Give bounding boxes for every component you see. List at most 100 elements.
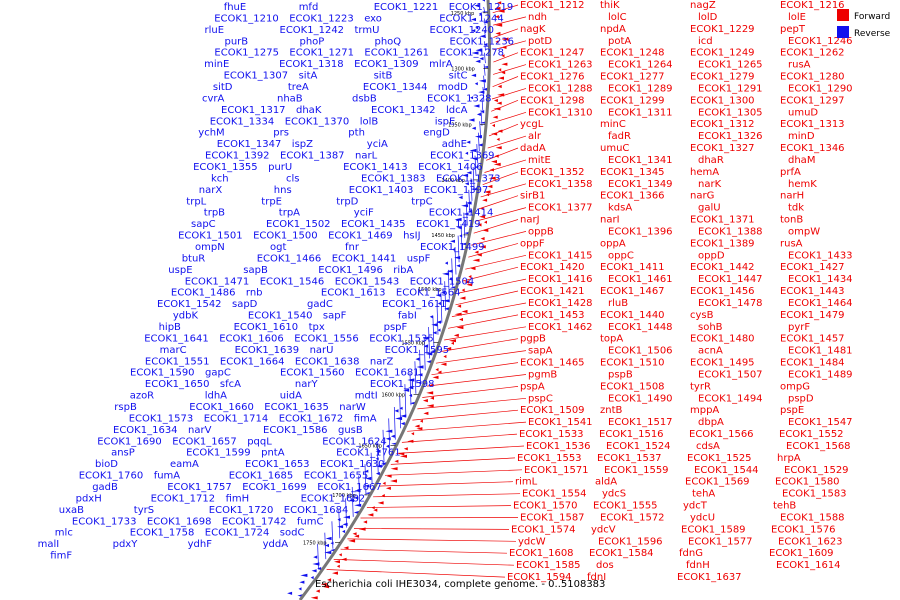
forward-gene-label: acnA: [698, 346, 723, 357]
reverse-feature-arrow: [375, 472, 380, 476]
reverse-feature-arrow: [385, 429, 393, 433]
reverse-gene-label: ECOK1_1543: [335, 276, 400, 287]
forward-gene-label: ECOK1_1494: [698, 393, 763, 404]
reverse-feature-arrow: [454, 256, 461, 260]
forward-gene-label: pyrF: [788, 322, 810, 333]
forward-gene-label: ECOK1_1553: [517, 453, 582, 464]
reverse-feature-arrow: [479, 57, 484, 61]
reverse-gene-label: ECOK1_1242: [280, 25, 345, 36]
reverse-gene-label: trpC: [411, 196, 432, 207]
forward-feature-arrow: [451, 341, 454, 345]
forward-feature-arrow: [491, 160, 497, 164]
reverse-feature-arrow: [394, 409, 399, 413]
reverse-leader-line: [419, 349, 421, 383]
forward-gene-label: narK: [698, 179, 722, 190]
forward-feature-arrow: [429, 383, 434, 387]
reverse-leader-line: [382, 429, 385, 463]
forward-gene-label: ECOK1_1366: [600, 191, 665, 202]
genome-backbone: [298, 0, 492, 600]
reverse-gene-label: ECOK1_1441: [332, 253, 397, 264]
reverse-gene-label: ECOK1_1504: [410, 276, 475, 287]
forward-leader-line: [407, 421, 527, 432]
forward-feature-arrow: [480, 237, 485, 241]
reverse-leader-line: [324, 532, 327, 560]
reverse-leader-line: [444, 281, 447, 311]
forward-feature-arrow: [466, 283, 473, 287]
forward-leader-line: [493, 40, 527, 51]
forward-gene-label: galU: [698, 203, 721, 214]
reverse-gene-label: ECOK1_1761: [336, 448, 401, 459]
reverse-gene-label: ECOK1_1664: [220, 356, 285, 367]
forward-feature-arrow: [449, 339, 456, 343]
forward-gene-label: ompW: [788, 226, 820, 237]
reverse-feature-arrow: [426, 360, 432, 364]
reverse-feature-arrow: [436, 293, 442, 297]
reverse-feature-arrow: [475, 59, 481, 64]
reverse-gene-label: ECOK1_1275: [214, 48, 279, 59]
reverse-feature-arrow: [431, 323, 438, 327]
forward-gene-label: narH: [780, 191, 804, 202]
forward-gene-label: dos: [596, 560, 614, 571]
reverse-feature-arrow: [324, 550, 332, 555]
forward-feature-arrow: [443, 354, 447, 359]
reverse-gene-label: tyrS: [134, 505, 154, 516]
reverse-gene-label: hipB: [159, 322, 181, 333]
reverse-gene-label: ECOK1_1698: [147, 516, 212, 527]
reverse-gene-label: ECOK1_1720: [209, 505, 274, 516]
forward-gene-label: ECOK1_1291: [698, 83, 763, 94]
reverse-gene-label: marC: [160, 345, 187, 356]
reverse-gene-label: narW: [339, 402, 366, 413]
forward-feature-arrow: [457, 304, 462, 308]
forward-feature-arrow: [501, 37, 509, 41]
forward-gene-label: ECOK1_1358: [528, 179, 593, 190]
reverse-gene-label: fumC: [297, 516, 324, 527]
reverse-feature-arrow: [442, 272, 450, 276]
reverse-feature-arrow: [343, 515, 350, 519]
reverse-gene-label: ECOK1_1542: [157, 299, 222, 310]
forward-feature-arrow: [310, 596, 318, 600]
forward-gene-label: ECOK1_1467: [600, 286, 665, 297]
reverse-feature-arrow: [317, 567, 322, 571]
forward-feature-arrow: [461, 288, 465, 292]
reverse-gene-label: ECOK1_1573: [129, 413, 194, 424]
reverse-feature-arrow: [385, 437, 391, 441]
reverse-feature-arrow: [478, 79, 486, 83]
forward-feature-arrow: [493, 98, 498, 103]
forward-feature-arrow: [495, 31, 501, 36]
reverse-leader-line: [432, 315, 435, 347]
forward-gene-label: umuD: [788, 107, 818, 118]
reverse-feature-arrow: [337, 525, 344, 529]
forward-feature-arrow: [381, 494, 385, 498]
reverse-leader-line: [440, 292, 443, 323]
forward-gene-label: ECOK1_1464: [788, 298, 853, 309]
tick-label: 1650 kbp: [358, 444, 382, 450]
reverse-feature-arrow: [400, 414, 407, 418]
forward-gene-label: ydcU: [690, 513, 715, 524]
forward-gene-label: tdk: [788, 203, 804, 214]
reverse-gene-label: ECOK1_1586: [263, 425, 328, 436]
forward-feature-arrow: [430, 396, 434, 400]
reverse-feature-arrow: [452, 247, 456, 252]
forward-leader-line: [471, 231, 527, 246]
reverse-gene-label: ECOK1_1757: [167, 482, 232, 493]
forward-gene-label: aldA: [595, 477, 617, 488]
forward-feature-arrow: [492, 123, 495, 128]
reverse-leader-line: [436, 304, 439, 335]
reverse-gene-label: ECOK1_1469: [328, 231, 393, 242]
reverse-gene-label: ECOK1_1373: [436, 173, 501, 184]
forward-gene-label: ECOK1_1277: [600, 72, 665, 83]
reverse-gene-label: ECOK1_1355: [193, 162, 258, 173]
reverse-feature-arrow: [424, 344, 429, 348]
forward-gene-label: rusA: [788, 60, 811, 71]
reverse-feature-arrow: [312, 562, 320, 566]
forward-feature-arrow: [474, 250, 479, 254]
forward-gene-label: narJ: [520, 215, 540, 226]
reverse-gene-label: ECOK1_1471: [185, 276, 250, 287]
forward-gene-label: ECOK1_1495: [690, 358, 755, 369]
forward-gene-label: ECOK1_1623: [778, 536, 843, 547]
forward-feature-arrow: [454, 312, 462, 316]
forward-feature-arrow: [472, 258, 480, 262]
forward-gene-label: ECOK1_1580: [775, 477, 840, 488]
reverse-gene-label: ECOK1_1499: [420, 242, 485, 253]
